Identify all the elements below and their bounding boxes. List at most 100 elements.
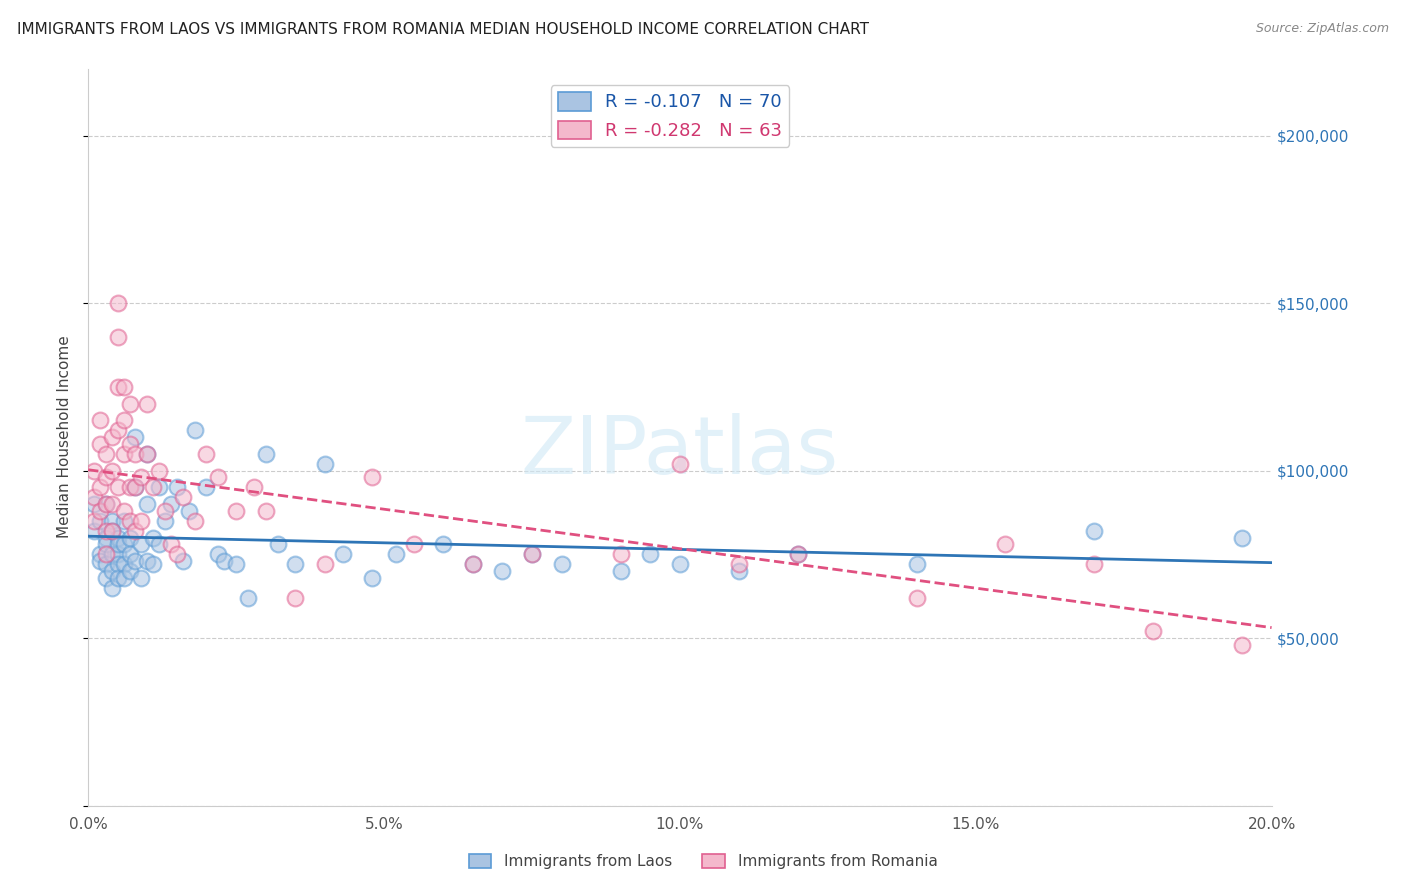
Point (101, 524, 124, 538)
Point (142, 480, 165, 494)
Point (83, 497, 105, 511)
Legend: Immigrants from Laos, Immigrants from Romania: Immigrants from Laos, Immigrants from Ro… (463, 848, 943, 875)
Point (107, 547, 129, 561)
Point (432, 537, 454, 551)
Point (669, 558, 692, 572)
Point (94, 524, 117, 538)
Point (172, 554, 194, 568)
Y-axis label: Median Household Income: Median Household Income (58, 335, 72, 539)
Point (101, 430, 124, 444)
Point (728, 564, 751, 578)
Point (107, 571, 129, 585)
Point (361, 470, 384, 484)
Point (905, 591, 928, 605)
Point (212, 554, 235, 568)
Point (153, 504, 176, 518)
Point (101, 514, 124, 528)
Point (136, 497, 159, 511)
Point (402, 537, 425, 551)
Point (94, 497, 117, 511)
Point (112, 413, 135, 427)
Point (131, 537, 153, 551)
Point (160, 537, 183, 551)
Point (89, 436, 111, 450)
Point (107, 296, 129, 310)
Point (142, 558, 165, 572)
Point (131, 514, 153, 528)
Point (148, 464, 170, 478)
Point (107, 531, 129, 545)
Point (89, 554, 111, 568)
Point (177, 504, 200, 518)
Point (136, 447, 159, 461)
Point (112, 447, 135, 461)
Point (640, 547, 662, 561)
Point (83, 524, 105, 538)
Point (136, 447, 159, 461)
Point (94, 537, 117, 551)
Point (160, 497, 183, 511)
Point (118, 436, 141, 450)
Point (94, 470, 117, 484)
Text: ZIPatlas: ZIPatlas (520, 413, 839, 491)
Point (550, 558, 572, 572)
Point (107, 537, 129, 551)
Point (136, 554, 159, 568)
Point (254, 504, 277, 518)
Point (94, 547, 117, 561)
Point (225, 558, 247, 572)
Point (166, 547, 188, 561)
Point (195, 447, 218, 461)
Point (112, 537, 135, 551)
Point (195, 480, 218, 494)
Point (124, 447, 146, 461)
Point (142, 531, 165, 545)
Point (107, 380, 129, 394)
Point (669, 457, 692, 471)
Point (183, 514, 205, 528)
Point (491, 564, 513, 578)
Legend: R = -0.107   N = 70, R = -0.282   N = 63: R = -0.107 N = 70, R = -0.282 N = 63 (551, 85, 789, 147)
Point (153, 514, 176, 528)
Point (728, 558, 751, 572)
Point (107, 480, 129, 494)
Point (385, 547, 408, 561)
Point (112, 380, 135, 394)
Point (243, 480, 266, 494)
Point (520, 547, 543, 561)
Point (787, 547, 810, 561)
Point (89, 547, 111, 561)
Point (107, 329, 129, 343)
Point (118, 547, 141, 561)
Point (124, 524, 146, 538)
Point (101, 581, 124, 595)
Text: Source: ZipAtlas.com: Source: ZipAtlas.com (1256, 22, 1389, 36)
Point (1083, 558, 1105, 572)
Point (94, 531, 117, 545)
Point (112, 504, 135, 518)
Point (101, 547, 124, 561)
Point (172, 491, 194, 505)
Point (118, 531, 141, 545)
Point (94, 447, 117, 461)
Point (107, 558, 129, 572)
Point (112, 514, 135, 528)
Point (118, 480, 141, 494)
Point (112, 571, 135, 585)
Point (1230, 638, 1253, 652)
Point (266, 537, 288, 551)
Point (89, 413, 111, 427)
Point (101, 464, 124, 478)
Point (101, 524, 124, 538)
Point (148, 480, 170, 494)
Point (166, 480, 188, 494)
Point (905, 558, 928, 572)
Point (89, 514, 111, 528)
Point (118, 396, 141, 410)
Point (124, 480, 146, 494)
Point (332, 547, 354, 561)
Point (124, 480, 146, 494)
Point (112, 558, 135, 572)
Point (314, 457, 336, 471)
Point (609, 564, 631, 578)
